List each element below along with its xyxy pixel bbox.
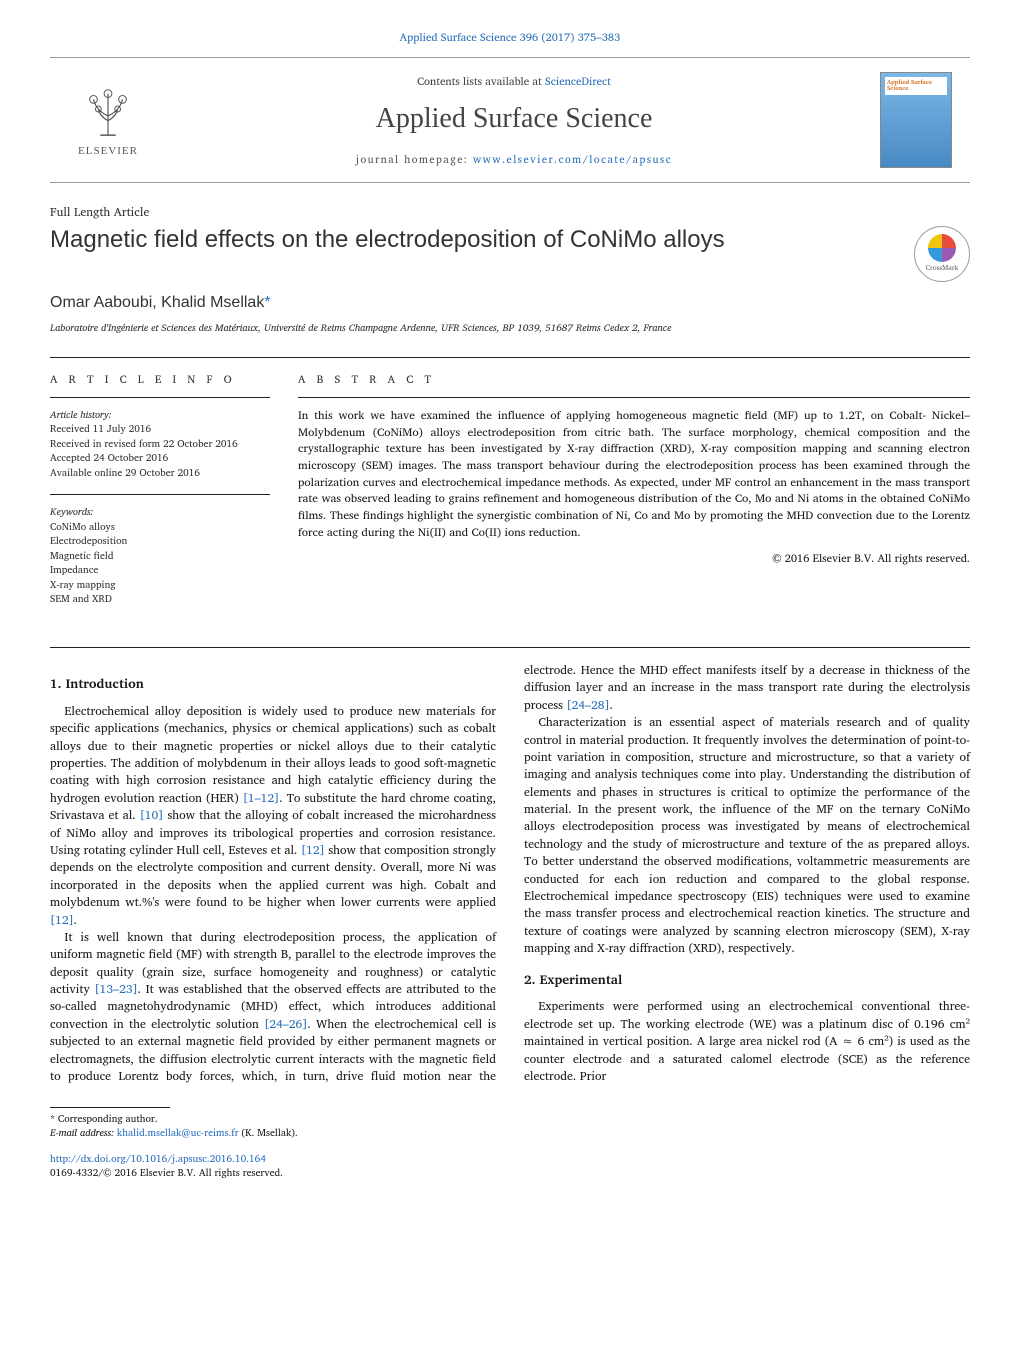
contents-prefix: Contents lists available at bbox=[417, 72, 545, 90]
keyword: SEM and XRD bbox=[50, 592, 270, 607]
homepage-line: journal homepage: www.elsevier.com/locat… bbox=[168, 152, 860, 167]
keyword: X-ray mapping bbox=[50, 578, 270, 593]
citation-link[interactable]: [24–28] bbox=[566, 696, 609, 715]
journal-name: Applied Surface Science bbox=[168, 99, 860, 138]
abstract-text: In this work we have examined the influe… bbox=[298, 408, 970, 541]
keyword: Magnetic field bbox=[50, 549, 270, 564]
abstract-column: a b s t r a c t In this work we have exa… bbox=[298, 372, 970, 621]
history-online: Available online 29 October 2016 bbox=[50, 466, 270, 481]
citation-link[interactable]: [24–26] bbox=[264, 1015, 307, 1034]
email-label: E-mail address: bbox=[50, 1125, 117, 1141]
elsevier-tree-icon bbox=[79, 82, 137, 140]
citation-link[interactable]: [12] bbox=[50, 911, 74, 930]
keyword: CoNiMo alloys bbox=[50, 520, 270, 535]
cover-title: Applied Surface Science bbox=[887, 79, 951, 91]
email-line: E-mail address: khalid.msellak@uc-reims.… bbox=[50, 1126, 970, 1140]
text-run: . bbox=[610, 696, 613, 715]
article-info-column: a r t i c l e i n f o Article history: R… bbox=[50, 372, 270, 621]
body-paragraph: Characterization is an essential aspect … bbox=[524, 714, 970, 957]
citation-link[interactable]: [12] bbox=[301, 841, 325, 860]
article-history: Article history: Received 11 July 2016 R… bbox=[50, 408, 270, 481]
corresponding-mark: * bbox=[264, 294, 270, 311]
homepage-prefix: journal homepage: bbox=[356, 150, 473, 168]
elsevier-wordmark: ELSEVIER bbox=[78, 144, 138, 159]
history-revised: Received in revised form 22 October 2016 bbox=[50, 437, 270, 452]
hr-bottom bbox=[50, 647, 970, 648]
authors-text: Omar Aaboubi, Khalid Msellak bbox=[50, 294, 264, 311]
contents-line: Contents lists available at ScienceDirec… bbox=[168, 74, 860, 89]
email-suffix: (K. Msellak). bbox=[238, 1125, 297, 1141]
sciencedirect-link[interactable]: ScienceDirect bbox=[545, 72, 611, 90]
journal-cover-thumb: Applied Surface Science bbox=[880, 72, 952, 168]
info-abstract-row: a r t i c l e i n f o Article history: R… bbox=[50, 372, 970, 621]
elsevier-logo: ELSEVIER bbox=[68, 75, 148, 165]
text-run: . bbox=[74, 911, 77, 930]
body-paragraph: Electrochemical alloy deposition is wide… bbox=[50, 703, 496, 929]
journal-masthead: ELSEVIER Contents lists available at Sci… bbox=[50, 57, 970, 183]
running-head-link[interactable]: Applied Surface Science 396 (2017) 375–3… bbox=[400, 28, 621, 46]
article-info-heading: a r t i c l e i n f o bbox=[50, 372, 270, 387]
article-title: Magnetic field effects on the electrodep… bbox=[50, 226, 898, 255]
history-head: Article history: bbox=[50, 408, 270, 423]
title-row: Magnetic field effects on the electrodep… bbox=[50, 226, 970, 282]
abstract-copyright: © 2016 Elsevier B.V. All rights reserved… bbox=[298, 551, 970, 566]
running-head: Applied Surface Science 396 (2017) 375–3… bbox=[50, 30, 970, 45]
article-type: Full Length Article bbox=[50, 205, 970, 222]
citation-link[interactable]: [1–12] bbox=[243, 789, 279, 808]
citation-link[interactable]: [13–23] bbox=[94, 980, 137, 999]
masthead-center: Contents lists available at ScienceDirec… bbox=[168, 74, 860, 167]
affiliation: Laboratoire d'Ingénierie et Sciences des… bbox=[50, 321, 970, 335]
keyword: Electrodeposition bbox=[50, 534, 270, 549]
body-paragraph: Experiments were performed using an elec… bbox=[524, 998, 970, 1085]
abstract-rule bbox=[298, 397, 970, 398]
abstract-heading: a b s t r a c t bbox=[298, 372, 970, 387]
crossmark-label: CrossMark bbox=[926, 264, 959, 274]
section-1-heading: 1. Introduction bbox=[50, 674, 496, 693]
author-list: Omar Aaboubi, Khalid Msellak* bbox=[50, 292, 970, 314]
keyword: Impedance bbox=[50, 563, 270, 578]
page-footer: * Corresponding author. E-mail address: … bbox=[50, 1107, 970, 1180]
keywords-head: Keywords: bbox=[50, 505, 270, 520]
info-rule bbox=[50, 397, 270, 398]
hr-top bbox=[50, 357, 970, 358]
history-accepted: Accepted 24 October 2016 bbox=[50, 451, 270, 466]
body-two-column: 1. Introduction Electrochemical alloy de… bbox=[50, 662, 970, 1085]
section-2-heading: 2. Experimental bbox=[524, 970, 970, 989]
paper-page: Applied Surface Science 396 (2017) 375–3… bbox=[0, 0, 1020, 1220]
footer-rule bbox=[50, 1107, 170, 1108]
keywords-block: Keywords: CoNiMo alloys Electrodepositio… bbox=[50, 505, 270, 607]
corresponding-author-note: * Corresponding author. bbox=[50, 1112, 970, 1126]
crossmark-icon bbox=[928, 234, 956, 262]
homepage-link[interactable]: www.elsevier.com/locate/apsusc bbox=[473, 150, 672, 168]
citation-link[interactable]: [10] bbox=[140, 806, 164, 825]
keywords-rule bbox=[50, 494, 270, 495]
email-link[interactable]: khalid.msellak@uc-reims.fr bbox=[117, 1125, 239, 1141]
crossmark-badge[interactable]: CrossMark bbox=[914, 226, 970, 282]
issn-copyright: 0169-4332/© 2016 Elsevier B.V. All right… bbox=[50, 1166, 970, 1180]
history-received: Received 11 July 2016 bbox=[50, 422, 270, 437]
